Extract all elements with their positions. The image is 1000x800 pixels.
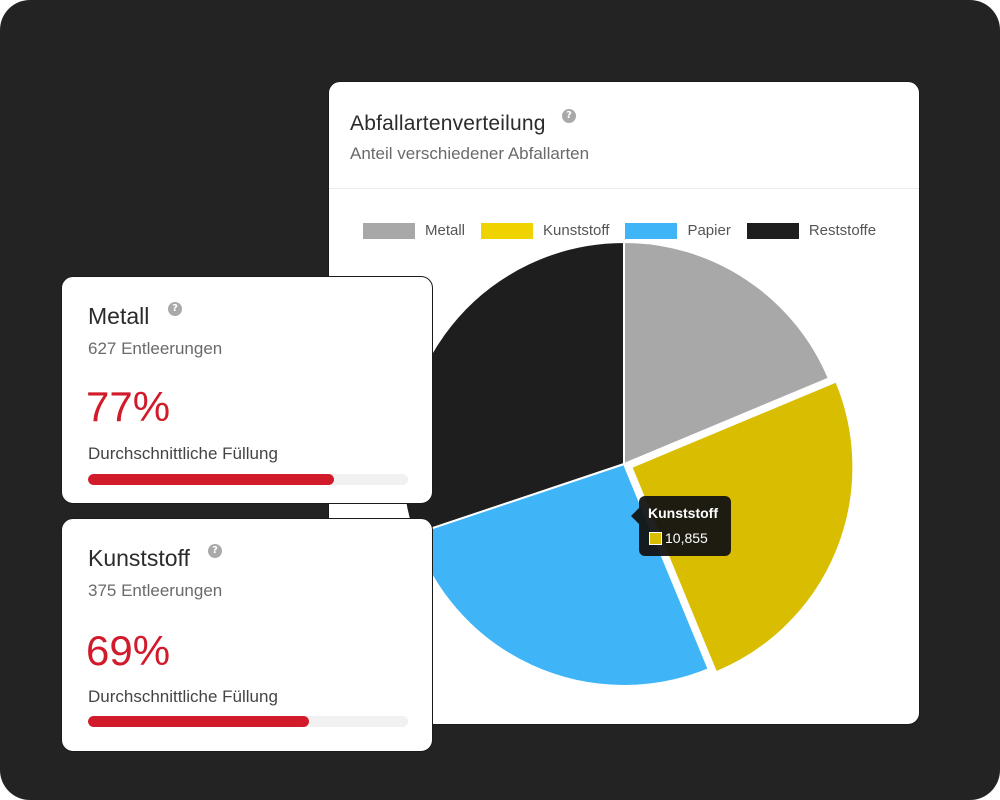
fill-progress-value [88,716,309,727]
legend-label: Metall [425,222,466,239]
help-icon[interactable]: ? [562,109,576,123]
tooltip-swatch [649,532,662,545]
pie-slice-kunststoff[interactable] [630,380,855,674]
legend-item-metall[interactable]: Metall [363,222,465,239]
stat-label: Durchschnittliche Füllung [88,444,278,463]
chart-subtitle: Anteil verschiedener Abfallarten [350,144,590,163]
tooltip-title: Kunststoff [648,505,718,521]
stat-percent: 69% [86,627,171,674]
fill-progress-bar [88,716,408,727]
stat-percent: 77% [86,383,171,430]
chart-legend: Metall Kunststoff Papier Reststoffe [363,222,892,239]
stat-title: Kunststoff [88,545,190,571]
legend-item-reststoffe[interactable]: Reststoffe [746,222,877,239]
stat-label: Durchschnittliche Füllung [88,687,278,706]
stat-card-metall: Metall ? 627 Entleerungen 77% Durchschni… [61,276,433,504]
fill-progress-bar [88,474,408,485]
legend-swatch [481,222,534,239]
legend-label: Papier [687,222,731,239]
chart-header: Abfallartenverteilung ? Anteil verschied… [329,82,919,189]
legend-item-kunststoff[interactable]: Kunststoff [481,222,609,239]
legend-label: Reststoffe [808,222,877,239]
stat-title: Metall [88,303,150,329]
stat-card-kunststoff: Kunststoff ? 375 Entleerungen 69% Durchs… [61,518,433,752]
legend-swatch [363,222,415,239]
legend-item-papier[interactable]: Papier [625,222,731,239]
help-icon[interactable]: ? [168,302,182,316]
legend-swatch [746,222,799,239]
tooltip-value: 10,855 [665,530,708,546]
chart-title: Abfallartenverteilung [350,112,546,135]
chart-tooltip: Kunststoff 10,855 [631,496,731,556]
legend-swatch [625,222,678,239]
legend-label: Kunststoff [543,222,610,239]
stat-subtitle: 627 Entleerungen [88,339,223,358]
fill-progress-value [88,474,335,485]
help-icon[interactable]: ? [208,544,222,558]
stat-subtitle: 375 Entleerungen [88,581,223,600]
pie-slice-metall[interactable] [623,242,831,466]
